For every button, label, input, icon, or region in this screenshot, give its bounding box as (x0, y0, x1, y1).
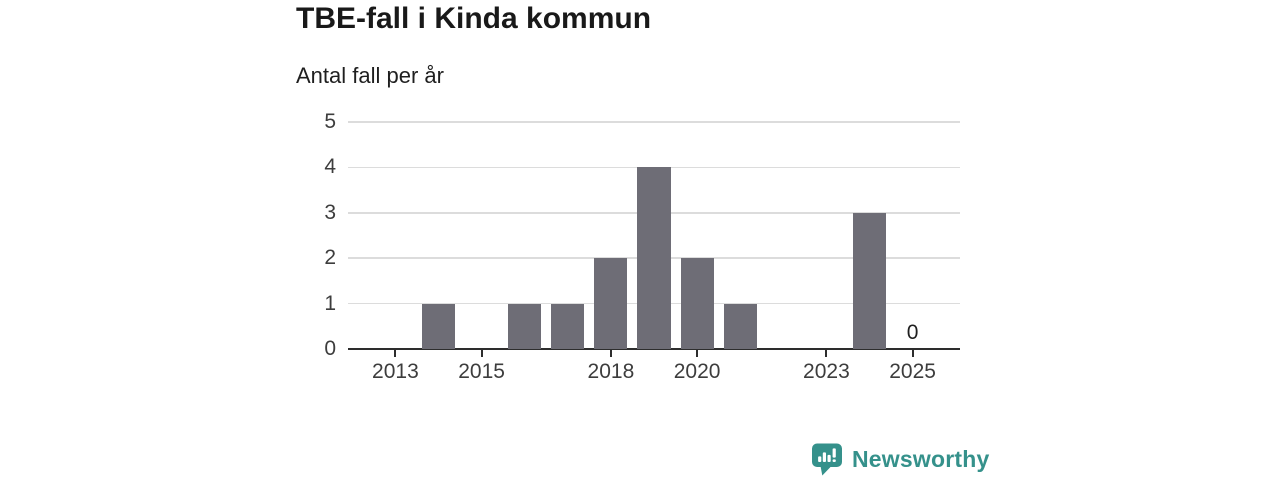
x-axis-label-2013: 2013 (372, 360, 419, 383)
x-axis-tick-2013 (394, 350, 397, 357)
y-axis-label-0: 0 (324, 337, 336, 360)
gridline-y-5 (348, 121, 960, 123)
chart-title: TBE-fall i Kinda kommun (296, 2, 652, 35)
x-axis-tick-2015 (480, 350, 483, 357)
newsworthy-logo-icon (812, 443, 842, 476)
chart-subtitle: Antal fall per år (296, 63, 444, 88)
y-axis-label-2: 2 (324, 246, 336, 270)
value-label-2025: 0 (906, 321, 919, 344)
newsworthy-logo-text: Newsworthy (852, 446, 990, 472)
newsworthy-logo: Newsworthy (812, 443, 989, 476)
bar-2018 (594, 258, 628, 349)
x-axis-tick-2025 (911, 350, 914, 357)
bar-2020 (680, 258, 714, 349)
y-axis-label-1: 1 (324, 291, 336, 315)
x-axis-label-2023: 2023 (803, 360, 850, 383)
x-axis-label-2018: 2018 (587, 360, 635, 383)
y-axis-label-3: 3 (324, 200, 336, 224)
plot-area: 0 1 2 3 4 5 2013 2015 2018 2020 2023 2025 0 (324, 110, 960, 383)
bar-2019 (637, 167, 671, 349)
x-axis-tick-2023 (825, 350, 828, 357)
bar-2024 (852, 212, 887, 349)
y-axis-label-5: 5 (324, 110, 336, 133)
x-axis-tick-2020 (696, 350, 699, 357)
bar-2014 (421, 303, 456, 349)
x-axis-label-2020: 2020 (673, 360, 721, 383)
bar-2016 (508, 303, 542, 349)
x-axis-tick-2018 (609, 350, 612, 357)
bar-2021 (723, 303, 757, 349)
x-axis-label-2025: 2025 (889, 360, 936, 383)
y-axis-label-4: 4 (324, 155, 336, 179)
bar-2017 (551, 303, 585, 349)
x-axis-label-2015: 2015 (458, 360, 505, 383)
